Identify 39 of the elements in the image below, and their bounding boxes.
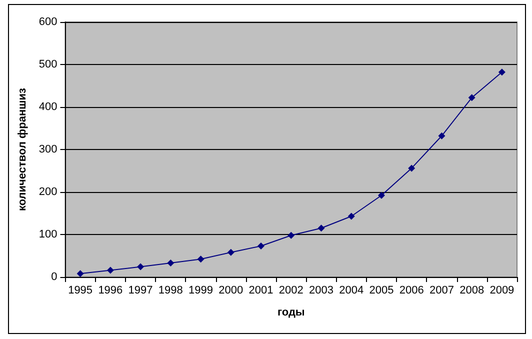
point [76, 270, 84, 278]
point [106, 266, 114, 274]
point [378, 192, 385, 199]
x-tick-label: 1998 [158, 284, 183, 296]
x-tick-label: 2003 [309, 284, 334, 296]
x-tick-label: 1999 [188, 284, 214, 296]
point [137, 263, 144, 270]
y-tick-label: 100 [38, 228, 58, 240]
y-tick-label: 600 [38, 16, 58, 28]
point [468, 94, 476, 102]
point [197, 256, 204, 263]
y-tick-label: 300 [38, 144, 58, 156]
point [348, 212, 355, 220]
x-tick-label: 1996 [98, 284, 123, 296]
point [318, 224, 325, 232]
point [258, 242, 265, 250]
x-tick-label: 2004 [339, 284, 364, 296]
x-tick-label: 2001 [248, 284, 274, 296]
point [438, 132, 446, 140]
point [408, 164, 416, 172]
point [227, 248, 234, 256]
x-tick-label: 2008 [460, 284, 484, 296]
y-tick-label: 400 [38, 101, 58, 113]
x-tick-label: 2009 [490, 284, 514, 296]
point [288, 232, 295, 239]
y-tick-label: 500 [38, 58, 58, 70]
x-tick-label: 1995 [68, 284, 93, 296]
x-tick-label: 2005 [369, 284, 394, 296]
x-tick-label: 2006 [399, 284, 424, 296]
point [167, 259, 174, 266]
y-axis-title: количествол франшиз [16, 87, 28, 212]
x-tick-label: 2002 [278, 284, 304, 296]
y-tick-label: 200 [38, 186, 58, 198]
x-tick-label: 2000 [218, 284, 244, 296]
x-axis-title: годы [277, 306, 305, 318]
point [498, 68, 506, 76]
y-tick-label: 0 [51, 271, 58, 283]
x-tick-label: 1997 [128, 284, 153, 296]
x-tick-label: 2007 [429, 284, 454, 296]
